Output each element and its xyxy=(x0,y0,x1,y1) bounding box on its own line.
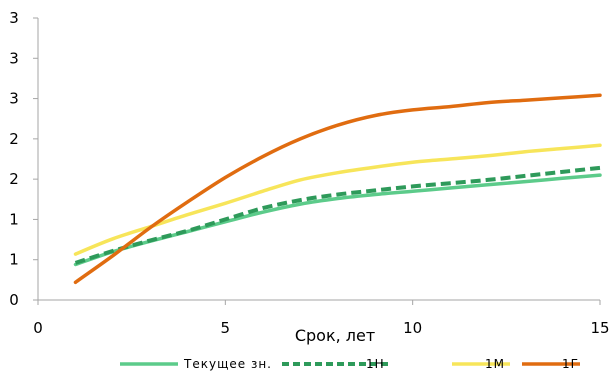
x-tick-label: 15 xyxy=(590,319,609,337)
y-tick-label: 2 xyxy=(9,130,19,148)
x-tick-label: 5 xyxy=(221,319,231,337)
legend-label: 1Н xyxy=(366,357,385,371)
x-tick-label: 0 xyxy=(33,319,43,337)
x-tick-marks xyxy=(37,300,601,305)
legend: Текущее зн. 1Н 1М 1Г xyxy=(120,357,580,371)
series-line xyxy=(73,143,602,256)
y-tick-label: 3 xyxy=(9,9,19,27)
y-tick-label: 3 xyxy=(9,90,19,108)
series-line xyxy=(73,93,602,285)
y-tick-label: 2 xyxy=(9,170,19,188)
y-tick-labels: 0 1 1 2 2 3 3 3 xyxy=(9,9,19,309)
y-tick-marks xyxy=(33,17,38,301)
legend-label: 1Г xyxy=(562,357,579,371)
series-line xyxy=(73,173,602,267)
x-axis-title: Срок, лет xyxy=(295,326,375,345)
y-tick-label: 1 xyxy=(9,210,19,228)
series-lines xyxy=(73,93,602,285)
plot-area: 0 1 1 2 2 3 3 3 0 5 10 15 xyxy=(9,9,609,337)
y-tick-label: 0 xyxy=(9,291,19,309)
y-tick-label: 1 xyxy=(9,251,19,269)
legend-label: 1М xyxy=(485,357,505,371)
y-tick-label: 3 xyxy=(9,49,19,67)
x-tick-labels: 0 5 10 15 xyxy=(33,319,609,337)
series-line xyxy=(74,165,601,265)
legend-label: Текущее зн. xyxy=(183,357,272,371)
x-tick-label: 10 xyxy=(403,319,422,337)
